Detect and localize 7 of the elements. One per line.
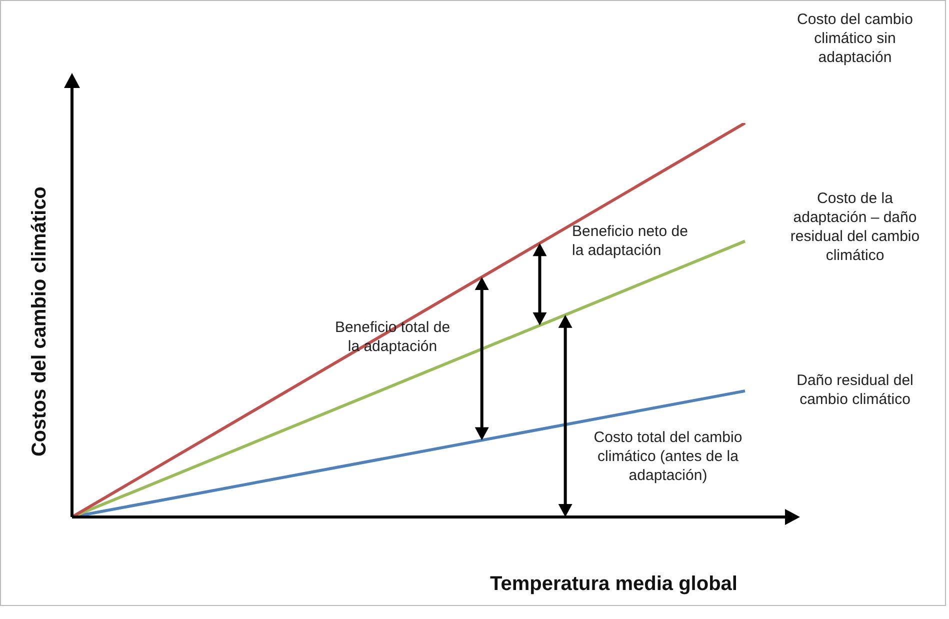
annotation: Beneficio neto de la adaptación: [572, 222, 689, 260]
x-axis-title: Temperatura media global: [490, 573, 738, 596]
y-axis-title: Costos del cambio climático: [28, 186, 52, 457]
text: Costo del cambio climático sin adaptación: [796, 10, 914, 67]
text: Daño residual del cambio climático: [796, 370, 914, 409]
annotation: Costo total del cambio climático (antes de la adaptación): [592, 428, 744, 485]
text: Costo de la adaptación – daño residual del cambio climático: [789, 189, 921, 266]
